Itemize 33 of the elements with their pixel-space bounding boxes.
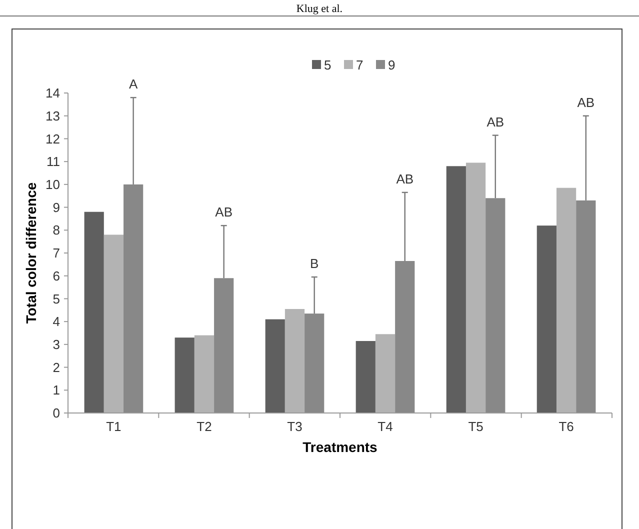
y-tick-label: 6	[52, 268, 60, 284]
annotation: AB	[215, 204, 233, 220]
y-tick-label: 14	[46, 86, 60, 101]
legend-label: 7	[356, 58, 364, 73]
y-tick-label: 10	[46, 176, 60, 192]
y-tick-label: 9	[52, 200, 60, 215]
annotation: AB	[577, 94, 595, 110]
y-tick-label: 8	[52, 222, 60, 238]
y-tick-label: 7	[52, 246, 60, 261]
y-tick-label: 11	[46, 154, 60, 170]
legend-label: 5	[324, 58, 332, 73]
x-tick-label: T1	[106, 419, 122, 434]
text: Klug et al.	[296, 3, 343, 15]
x-tick-label: T6	[558, 419, 574, 434]
annotation: B	[310, 256, 319, 271]
y-tick-label: 0	[52, 406, 60, 421]
y-tick-label: 3	[52, 336, 60, 352]
x-axis-title: Treatments	[302, 439, 378, 455]
x-tick-label: T4	[378, 419, 393, 434]
x-tick-label: T5	[468, 419, 484, 434]
x-tick-label: T2	[196, 419, 212, 434]
legend-label: 9	[388, 58, 396, 73]
annotation: AB	[486, 114, 504, 130]
y-tick-label: 5	[52, 291, 60, 306]
y-tick-label: 13	[46, 108, 60, 124]
y-tick-label: 1	[52, 382, 60, 398]
text: A	[128, 76, 138, 92]
y-tick-label: 4	[52, 314, 60, 330]
annotation: AB	[396, 171, 414, 186]
y-tick-label: 12	[46, 131, 60, 146]
x-tick-label: T3	[287, 419, 302, 434]
y-axis-title: Total color difference	[23, 182, 39, 324]
y-tick-label: 2	[52, 360, 60, 375]
